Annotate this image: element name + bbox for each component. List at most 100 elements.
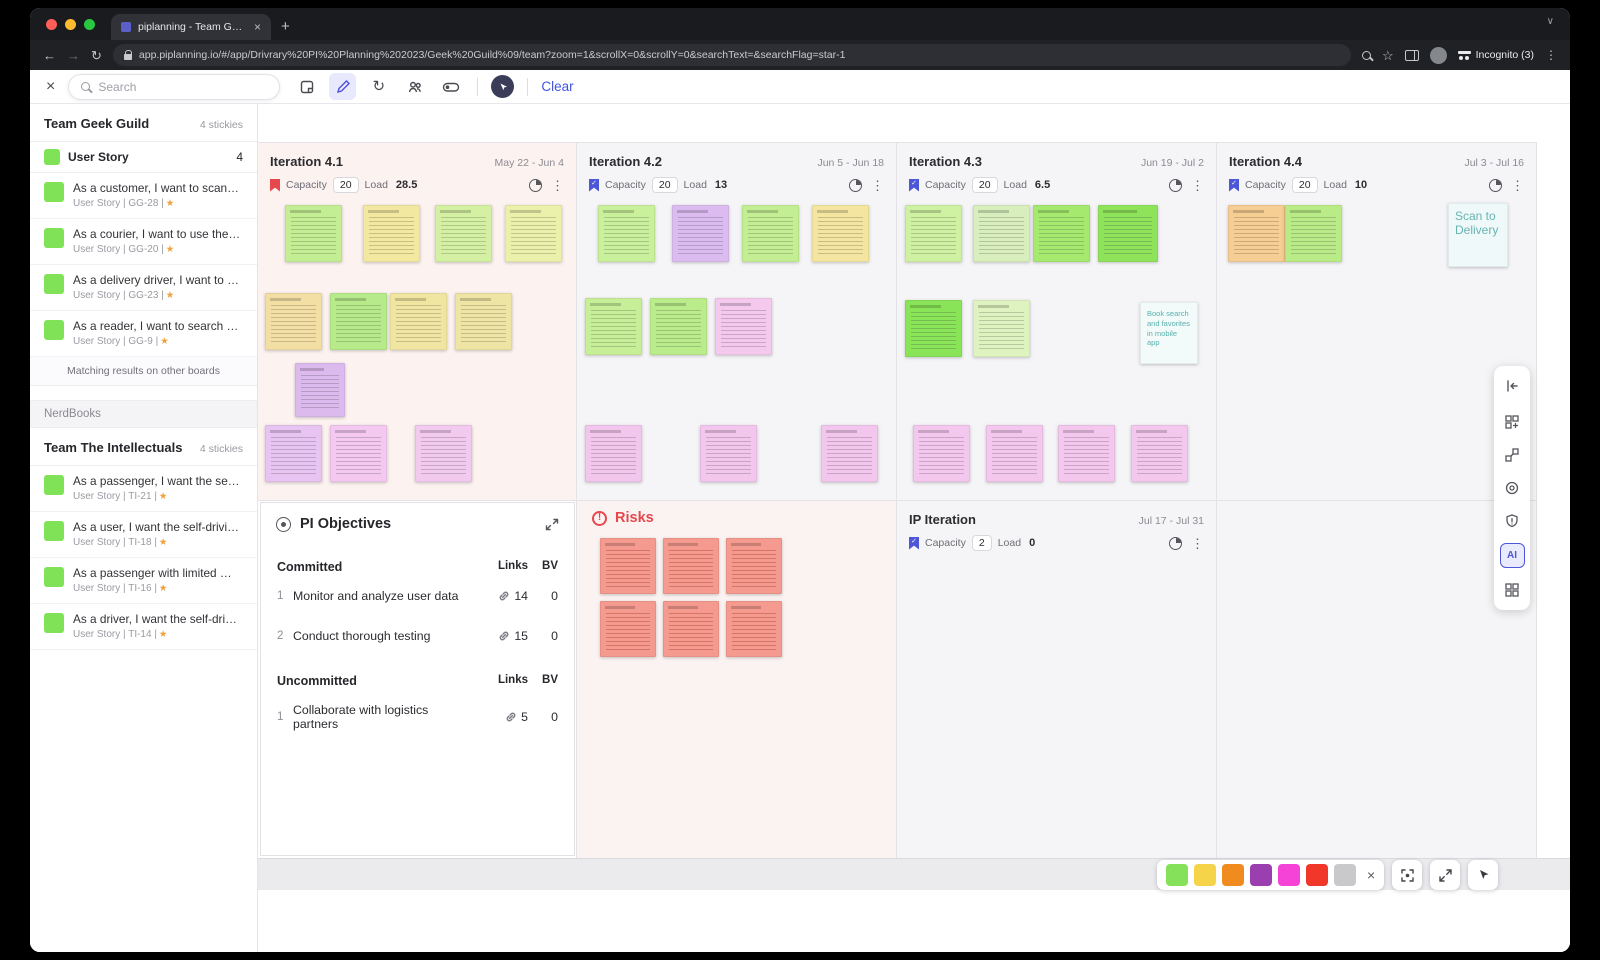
pie-chart-icon[interactable]: [849, 178, 862, 192]
sticky-note[interactable]: [330, 425, 387, 482]
close-search-icon[interactable]: ×: [46, 77, 56, 95]
traffic-light-zoom[interactable]: [84, 19, 95, 30]
list-item[interactable]: As a customer, I want to scan a ba... Use…: [30, 173, 257, 219]
sticky-note[interactable]: Scan to Delivery: [1448, 203, 1508, 267]
objective-row[interactable]: 1 Collaborate with logistics partners 5 0: [277, 690, 558, 744]
objective-links[interactable]: 14: [476, 589, 528, 603]
palette-color-swatch[interactable]: [1278, 864, 1300, 886]
sticky-note[interactable]: [585, 298, 642, 355]
bookmark-star-icon[interactable]: ☆: [1381, 47, 1394, 63]
sticky-note[interactable]: [905, 300, 962, 357]
sticky-note[interactable]: [986, 425, 1043, 482]
risk-shield-icon[interactable]: [1501, 510, 1523, 532]
list-item[interactable]: As a delivery driver, I want to scan... U…: [30, 265, 257, 311]
chevron-down-icon[interactable]: ∨: [1546, 16, 1554, 27]
draw-tool-icon[interactable]: [329, 73, 357, 100]
sticky-note[interactable]: [415, 425, 472, 482]
sticky-note[interactable]: [598, 205, 655, 262]
palette-color-swatch[interactable]: [1306, 864, 1328, 886]
capacity-value[interactable]: 20: [1291, 177, 1318, 193]
pie-chart-icon[interactable]: [1169, 536, 1182, 550]
story-type-filter[interactable]: User Story 4: [30, 142, 257, 173]
clear-button[interactable]: Clear: [541, 79, 574, 94]
toggle-tool-icon[interactable]: [437, 73, 464, 100]
sticky-note[interactable]: [742, 205, 799, 262]
sticky-note[interactable]: [600, 601, 656, 657]
expand-icon[interactable]: [545, 517, 559, 531]
pie-chart-icon[interactable]: [1489, 178, 1502, 192]
sticky-note[interactable]: [1098, 205, 1158, 262]
close-icon[interactable]: ×: [1367, 867, 1376, 883]
sticky-note[interactable]: [1228, 205, 1285, 262]
pointer-mode-button[interactable]: [491, 75, 515, 98]
users-tool-icon[interactable]: [401, 73, 428, 100]
sticky-note[interactable]: [905, 205, 962, 262]
search-box[interactable]: [68, 73, 281, 100]
list-item[interactable]: As a driver, I want the self-driving ...…: [30, 604, 257, 650]
sticky-note[interactable]: [672, 205, 729, 262]
fullscreen-button[interactable]: [1430, 860, 1461, 890]
sticky-note[interactable]: [726, 601, 782, 657]
sticky-note[interactable]: [600, 538, 656, 594]
pointer-tool-button[interactable]: [1468, 860, 1499, 890]
sticky-note[interactable]: [913, 425, 970, 482]
grid-icon[interactable]: [1501, 579, 1523, 601]
objective-links[interactable]: 5: [476, 710, 528, 724]
add-frame-icon[interactable]: [1501, 411, 1523, 433]
collapse-left-icon[interactable]: [1501, 375, 1523, 397]
kebab-menu-icon[interactable]: ⋮: [1191, 177, 1204, 193]
traffic-light-close[interactable]: [46, 19, 57, 30]
sticky-note[interactable]: [455, 293, 512, 350]
sticky-note[interactable]: [726, 538, 782, 594]
capacity-value[interactable]: 20: [651, 177, 678, 193]
objective-links[interactable]: 15: [476, 629, 528, 643]
palette-color-swatch[interactable]: [1250, 864, 1272, 886]
list-item[interactable]: As a user, I want the self-driving c... U…: [30, 512, 257, 558]
list-item[interactable]: As a courier, I want to use the mob... Us…: [30, 219, 257, 265]
sticky-note[interactable]: [265, 425, 322, 482]
back-icon[interactable]: ←: [43, 47, 56, 63]
sticky-note[interactable]: [973, 205, 1030, 262]
sticky-note[interactable]: [1285, 205, 1342, 262]
palette-color-swatch[interactable]: [1334, 864, 1356, 886]
list-item[interactable]: As a passenger, I want the self-dri... Us…: [30, 466, 257, 512]
sticky-note[interactable]: [663, 538, 719, 594]
kebab-menu-icon[interactable]: ⋮: [551, 177, 564, 193]
sticky-note[interactable]: [1131, 425, 1188, 482]
capacity-value[interactable]: 20: [971, 177, 998, 193]
sticky-note[interactable]: [390, 293, 447, 350]
sticky-note[interactable]: [585, 425, 642, 482]
palette-color-swatch[interactable]: [1166, 864, 1188, 886]
search-input[interactable]: [98, 79, 249, 94]
sticky-note[interactable]: [663, 601, 719, 657]
sticky-note[interactable]: [330, 293, 387, 350]
side-panel-icon[interactable]: [1404, 49, 1419, 61]
sticky-note[interactable]: [812, 205, 869, 262]
pie-chart-icon[interactable]: [1169, 178, 1182, 192]
sticky-note[interactable]: Book search and favorites in mobile app: [1140, 302, 1198, 364]
target-rings-icon[interactable]: [1501, 477, 1523, 499]
browser-menu-icon[interactable]: ⋮: [1545, 48, 1557, 62]
kebab-menu-icon[interactable]: ⋮: [871, 177, 884, 193]
sticky-note[interactable]: [285, 205, 342, 262]
sticky-note[interactable]: [973, 300, 1030, 357]
traffic-light-minimize[interactable]: [65, 19, 76, 30]
palette-color-swatch[interactable]: [1194, 864, 1216, 886]
sticky-note[interactable]: [505, 205, 562, 262]
kebab-menu-icon[interactable]: ⋮: [1191, 535, 1204, 551]
sticky-note[interactable]: [1033, 205, 1090, 262]
sticky-note[interactable]: [821, 425, 878, 482]
pie-chart-icon[interactable]: [529, 178, 542, 192]
list-item[interactable]: As a reader, I want to search for b... Us…: [30, 311, 257, 357]
sticky-note[interactable]: [435, 205, 492, 262]
tab-close-icon[interactable]: ×: [253, 20, 261, 34]
new-tab-button[interactable]: +: [281, 18, 290, 35]
sticky-note[interactable]: [715, 298, 772, 355]
sticky-note[interactable]: [1058, 425, 1115, 482]
sticky-note[interactable]: [650, 298, 707, 355]
zoom-icon[interactable]: [1361, 50, 1371, 60]
palette-color-swatch[interactable]: [1222, 864, 1244, 886]
sticky-note[interactable]: [700, 425, 757, 482]
sticky-note[interactable]: [363, 205, 420, 262]
sticky-note[interactable]: [265, 293, 322, 350]
